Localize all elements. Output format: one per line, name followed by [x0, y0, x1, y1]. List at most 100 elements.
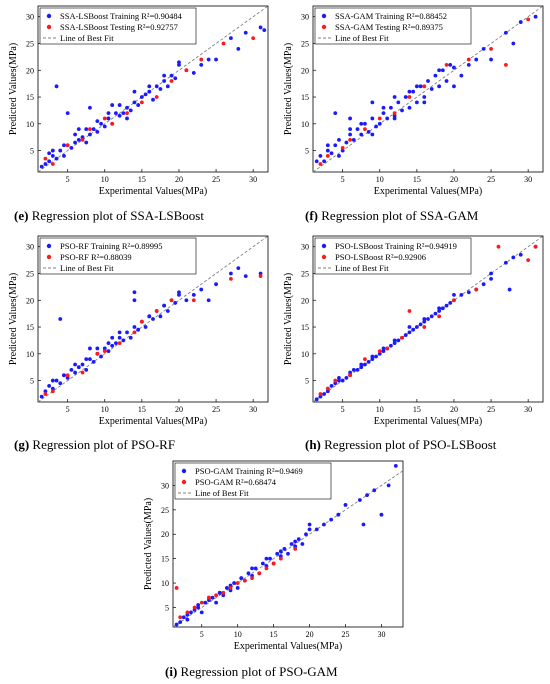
- training-point: [385, 116, 390, 121]
- y-tick-label: 5: [30, 377, 34, 386]
- training-point: [337, 376, 341, 380]
- testing-point: [192, 605, 197, 610]
- training-point: [128, 108, 133, 113]
- training-point: [199, 610, 204, 615]
- testing-point: [154, 95, 159, 99]
- training-point: [84, 357, 89, 362]
- legend-label: Line of Best Fit: [335, 263, 389, 273]
- x-tick-label: 25: [487, 175, 495, 184]
- training-point: [236, 46, 241, 51]
- testing-point: [184, 68, 189, 73]
- testing-point: [65, 373, 70, 378]
- testing-point: [221, 590, 226, 595]
- training-point: [54, 378, 59, 383]
- testing-point: [139, 319, 144, 324]
- caption-h: (h) Regression plot of PSO-LSBoost: [305, 437, 496, 453]
- training-point: [173, 76, 178, 81]
- caption-text: Regression plot of PSO-LSBoost: [320, 437, 497, 452]
- y-axis-label: Predicted Values(MPa): [143, 498, 154, 590]
- training-point: [381, 346, 386, 351]
- training-point: [262, 28, 267, 32]
- training-point: [392, 95, 397, 99]
- training-point: [426, 79, 430, 83]
- training-point: [177, 63, 181, 67]
- training-point: [348, 127, 352, 132]
- training-point: [80, 362, 85, 367]
- training-point: [110, 103, 115, 107]
- training-point: [322, 522, 326, 527]
- training-point: [114, 111, 118, 115]
- x-tick-label: 5: [341, 175, 345, 184]
- testing-point: [340, 146, 345, 150]
- legend-box: [39, 237, 197, 275]
- legend-box: [174, 462, 332, 500]
- training-point: [214, 282, 218, 287]
- training-point: [139, 95, 144, 99]
- training-point: [411, 89, 416, 94]
- legend-label: SSA-LSBoost Training R²=0.90484: [60, 11, 183, 21]
- training-point: [377, 351, 382, 356]
- training-point: [117, 113, 122, 118]
- training-point: [95, 119, 100, 124]
- testing-point: [43, 392, 48, 396]
- training-point: [366, 129, 371, 134]
- training-point: [191, 71, 196, 75]
- caption-letter: (f): [305, 208, 318, 223]
- training-point: [325, 148, 330, 153]
- training-point: [481, 282, 486, 287]
- training-point: [73, 140, 77, 145]
- training-point: [177, 60, 181, 65]
- testing-point: [110, 121, 115, 126]
- training-point: [236, 266, 241, 271]
- training-point: [268, 556, 272, 561]
- training-point: [132, 100, 137, 105]
- testing-point: [363, 357, 367, 362]
- testing-point: [251, 36, 256, 41]
- y-axis-label: Predicted Values(MPa): [8, 43, 19, 135]
- training-point: [307, 527, 312, 532]
- testing-point: [422, 84, 427, 89]
- training-point: [325, 143, 330, 148]
- training-point: [293, 539, 298, 544]
- training-point: [102, 124, 107, 129]
- training-point: [154, 84, 159, 89]
- x-tick-label: 20: [450, 175, 458, 184]
- x-tick-label: 25: [212, 405, 220, 414]
- training-point: [403, 333, 408, 337]
- training-point: [466, 290, 471, 295]
- y-tick-label: 30: [161, 481, 169, 490]
- testing-point: [250, 576, 254, 581]
- legend-marker: [46, 254, 52, 260]
- x-tick-label: 15: [413, 405, 421, 414]
- training-point: [392, 113, 397, 118]
- x-axis-label: Experimental Values(MPa): [99, 416, 207, 427]
- testing-point: [526, 17, 531, 22]
- training-point: [69, 146, 74, 150]
- training-point: [121, 338, 126, 343]
- testing-point: [43, 156, 48, 161]
- training-point: [88, 346, 92, 351]
- y-tick-label: 15: [161, 555, 169, 564]
- training-point: [239, 576, 244, 581]
- training-point: [203, 600, 208, 605]
- training-point: [76, 127, 81, 132]
- testing-point: [474, 287, 479, 292]
- caption-text: Regression plot of SSA-GAM: [318, 208, 479, 223]
- training-point: [147, 84, 152, 89]
- training-point: [117, 103, 122, 107]
- legend-marker: [321, 243, 327, 249]
- testing-point: [199, 600, 204, 605]
- testing-point: [422, 325, 427, 329]
- y-tick-label: 20: [26, 296, 34, 305]
- training-point: [235, 586, 240, 590]
- legend-label: Line of Best Fit: [335, 33, 389, 43]
- x-tick-label: 30: [249, 405, 257, 414]
- training-point: [225, 586, 229, 590]
- testing-point: [452, 298, 456, 303]
- y-axis-label: Predicted Values(MPa): [283, 43, 294, 135]
- training-point: [322, 159, 327, 164]
- testing-point: [50, 389, 55, 394]
- testing-point: [407, 95, 412, 99]
- x-tick-label: 15: [270, 630, 278, 639]
- training-point: [43, 162, 48, 166]
